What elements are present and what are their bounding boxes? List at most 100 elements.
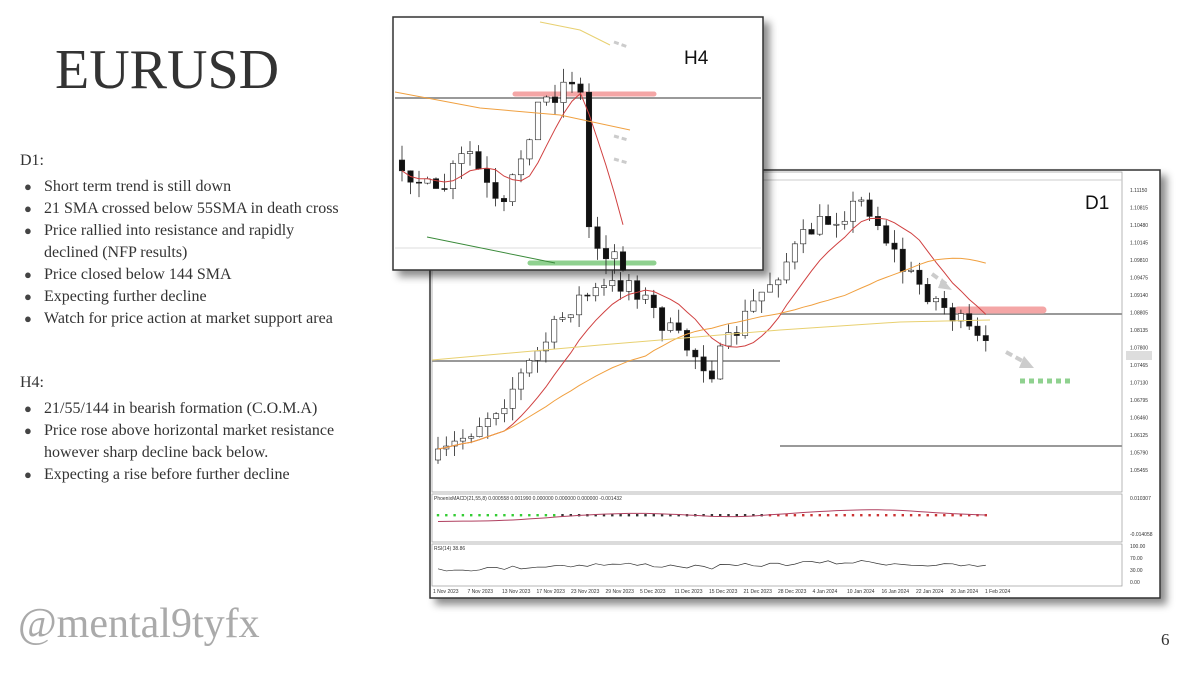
price-label: 1.11150 bbox=[1130, 188, 1148, 194]
candle bbox=[841, 220, 848, 225]
candle bbox=[518, 372, 524, 390]
date-label: 21 Dec 2023 bbox=[744, 589, 773, 595]
candle bbox=[750, 300, 757, 312]
candle bbox=[435, 448, 441, 461]
macd-bar bbox=[536, 514, 539, 517]
macd-bar bbox=[553, 514, 556, 517]
date-label: 11 Dec 2023 bbox=[675, 589, 703, 595]
candle bbox=[625, 280, 632, 292]
candle bbox=[650, 294, 657, 308]
candle bbox=[601, 285, 607, 288]
candle bbox=[483, 168, 491, 183]
bullet-line: Price closed below 144 SMA bbox=[44, 266, 232, 283]
price-label: 1.06460 bbox=[1130, 416, 1148, 422]
bullet-line: Watch for price action at market support… bbox=[44, 310, 333, 327]
candle bbox=[767, 284, 773, 293]
macd-bar bbox=[478, 514, 481, 517]
price-label: 1.05455 bbox=[1130, 468, 1148, 474]
d1-label: D1 bbox=[1085, 193, 1109, 214]
macd-bar bbox=[702, 514, 705, 517]
candle bbox=[468, 436, 475, 439]
candle bbox=[916, 269, 923, 285]
macd-bar bbox=[636, 514, 639, 517]
h4-chart: H4 bbox=[392, 16, 764, 275]
d1-plot bbox=[431, 171, 1123, 493]
bullet-line: Short term trend is still down bbox=[44, 178, 232, 195]
candle bbox=[501, 408, 508, 415]
candle bbox=[559, 317, 566, 320]
candle bbox=[602, 248, 610, 260]
page-number: 6 bbox=[1161, 630, 1170, 649]
candle bbox=[484, 418, 491, 427]
moving-average bbox=[539, 21, 611, 46]
candle bbox=[475, 151, 482, 170]
candle bbox=[717, 345, 724, 380]
date-label: 23 Nov 2023 bbox=[571, 589, 600, 595]
candle bbox=[874, 216, 881, 227]
candle bbox=[675, 322, 682, 331]
bullet: Price rallied into resistance and rapidl… bbox=[20, 220, 339, 264]
macd-bar bbox=[619, 514, 622, 517]
price-label: 1.06125 bbox=[1130, 433, 1148, 439]
candle bbox=[783, 261, 790, 281]
date-label: 15 Dec 2023 bbox=[709, 589, 738, 595]
candle bbox=[449, 163, 457, 189]
macd-bar bbox=[470, 514, 473, 517]
price-label: 1.10145 bbox=[1130, 241, 1148, 247]
macd-bar bbox=[544, 514, 548, 517]
candle bbox=[758, 291, 765, 302]
candle bbox=[398, 159, 406, 172]
candle bbox=[619, 251, 627, 271]
price-label: 1.06795 bbox=[1130, 398, 1148, 404]
moving-average bbox=[401, 92, 624, 225]
candle bbox=[551, 319, 558, 343]
price-marker bbox=[1126, 351, 1152, 360]
date-label: 13 Nov 2023 bbox=[502, 589, 531, 595]
macd-bar bbox=[959, 514, 963, 517]
candle bbox=[466, 151, 474, 154]
macd-bar bbox=[901, 514, 904, 517]
candle bbox=[476, 426, 483, 437]
candle bbox=[492, 182, 499, 199]
macd-bar bbox=[826, 514, 830, 517]
candle bbox=[899, 248, 906, 272]
candle bbox=[441, 188, 448, 190]
macd-bar bbox=[436, 514, 440, 517]
moving-average bbox=[437, 509, 986, 522]
rsi-axis-label: 0.00 bbox=[1130, 580, 1140, 586]
candle bbox=[594, 226, 601, 249]
macd-bar bbox=[594, 514, 597, 517]
macd-bar bbox=[810, 514, 813, 517]
macd-bar bbox=[445, 514, 448, 517]
candle bbox=[551, 96, 559, 103]
bullet-line: however sharp decline back below. bbox=[44, 444, 269, 461]
macd-label: PhoenixMACD(21,55,8) 0.000558 0.001990 0… bbox=[434, 496, 622, 502]
candle bbox=[500, 198, 508, 203]
candle bbox=[493, 413, 500, 419]
price-label: 1.09810 bbox=[1130, 258, 1148, 264]
candle bbox=[567, 314, 574, 318]
section: D1:Short term trend is still down 21 SMA … bbox=[20, 150, 339, 330]
candle bbox=[775, 279, 782, 286]
macd-bar bbox=[660, 514, 664, 517]
moving-average bbox=[431, 319, 991, 361]
candle bbox=[949, 307, 956, 322]
candle bbox=[568, 81, 576, 85]
price-label: 1.07130 bbox=[1130, 381, 1148, 387]
bullet-line: Price rallied into resistance and rapidl… bbox=[44, 222, 295, 239]
candle bbox=[560, 81, 567, 103]
macd-bar bbox=[511, 514, 514, 517]
macd-bar bbox=[876, 514, 880, 517]
macd-bar bbox=[926, 514, 929, 517]
candle bbox=[966, 313, 973, 327]
macd-bar bbox=[835, 514, 838, 517]
date-label: 17 Nov 2023 bbox=[537, 589, 566, 595]
candle bbox=[866, 199, 873, 217]
rsi-label: RSI(14) 38.86 bbox=[434, 546, 465, 552]
macd-bar bbox=[503, 514, 506, 517]
price-label: 1.10815 bbox=[1130, 206, 1148, 212]
candle bbox=[742, 310, 749, 336]
bullet: 21 SMA crossed below 55SMA in death cros… bbox=[20, 198, 339, 220]
candle bbox=[957, 313, 964, 322]
price-label: 1.09475 bbox=[1130, 276, 1148, 282]
